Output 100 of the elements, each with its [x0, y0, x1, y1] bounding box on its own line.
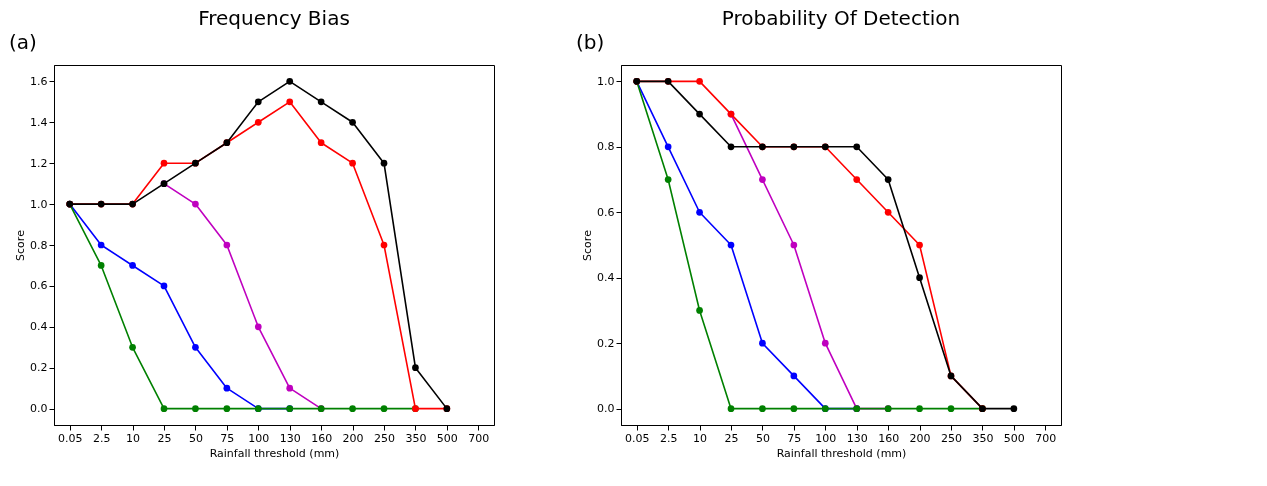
x-tick-label: 50: [188, 431, 203, 445]
x-tick-label: 700: [468, 431, 490, 445]
point: [160, 282, 168, 290]
point: [1010, 405, 1018, 412]
point: [696, 208, 703, 216]
point: [223, 384, 231, 392]
chart-title: Frequency Bias: [198, 6, 350, 30]
x-tick-label: 200: [342, 431, 364, 445]
text: (a): [9, 30, 37, 54]
point: [727, 143, 735, 151]
x-tick-label: 500: [436, 431, 458, 445]
point: [916, 274, 923, 282]
x-tick-label: 250: [374, 431, 395, 445]
y-tick-label: 0.6: [597, 205, 615, 219]
point: [947, 405, 955, 412]
y-tick-label: 0.8: [597, 140, 615, 154]
x-tick-label: 200: [909, 431, 931, 445]
point: [254, 118, 262, 126]
point: [286, 98, 294, 106]
point: [223, 405, 231, 412]
x-tick-label: 500: [1003, 431, 1025, 445]
y-tick-label: 1.0: [597, 74, 615, 88]
x-tick-label: 130: [846, 431, 868, 445]
point: [286, 384, 294, 392]
point: [349, 159, 356, 167]
point: [759, 339, 766, 347]
point: [192, 405, 199, 412]
x-tick-label: 25: [157, 431, 172, 445]
x-tick-label: 10: [693, 431, 708, 445]
point: [160, 159, 168, 167]
x-tick-label: 50: [755, 431, 770, 445]
point: [696, 307, 703, 314]
point: [160, 405, 168, 412]
point: [664, 143, 672, 151]
y-tick-label: 0.6: [30, 279, 48, 293]
point: [790, 241, 798, 249]
point: [884, 176, 892, 183]
x-tick-label: 2.5: [659, 431, 678, 445]
point: [727, 241, 735, 249]
point: [129, 343, 136, 351]
x-axis-title: Rainfall threshold (mm): [776, 446, 907, 460]
y-tick-label: 0.4: [30, 320, 48, 334]
point: [97, 241, 105, 249]
point: [254, 98, 262, 106]
y-tick-label: 0.2: [597, 336, 615, 350]
point: [759, 176, 766, 183]
y-tick-label: 1.6: [30, 74, 48, 88]
x-tick-label: 75: [787, 431, 802, 445]
x-tick-label: 250: [941, 431, 962, 445]
x-axis-title: Rainfall threshold (mm): [209, 446, 340, 460]
y-tick-label: 1.0: [30, 197, 48, 211]
y-tick-label: 0.0: [30, 402, 48, 416]
point: [696, 78, 703, 85]
y-tick-label: 1.2: [30, 156, 48, 170]
point: [412, 364, 419, 372]
point: [349, 118, 356, 126]
point: [696, 110, 703, 118]
point: [223, 241, 231, 249]
point: [286, 78, 294, 85]
y-tick-label: 0.4: [597, 271, 615, 285]
x-tick-label: 10: [126, 431, 141, 445]
point: [380, 159, 388, 167]
x-tick-label: 2.5: [92, 431, 111, 445]
x-tick-label: 160: [878, 431, 900, 445]
point: [317, 139, 325, 147]
y-tick-label: 0.2: [30, 361, 48, 375]
chart-title: Probability Of Detection: [721, 6, 961, 30]
x-tick-label: 130: [279, 431, 301, 445]
point: [380, 405, 388, 412]
text: (b): [576, 30, 605, 54]
y-tick-label: 0.0: [597, 402, 615, 416]
y-tick-label: 1.4: [30, 115, 48, 129]
y-tick-label: 0.8: [30, 238, 48, 252]
y-axis-title: Score: [581, 229, 595, 261]
point: [254, 323, 262, 331]
x-tick-label: 0.05: [624, 431, 650, 445]
point: [192, 200, 199, 208]
point: [790, 372, 798, 380]
point: [727, 405, 735, 412]
point: [821, 339, 829, 347]
x-tick-label: 100: [248, 431, 270, 445]
x-tick-label: 350: [405, 431, 427, 445]
x-tick-label: 75: [220, 431, 235, 445]
x-tick-label: 700: [1035, 431, 1057, 445]
point: [853, 176, 861, 183]
x-tick-label: 25: [724, 431, 739, 445]
x-tick-label: 100: [815, 431, 837, 445]
point: [759, 405, 766, 412]
point: [192, 343, 199, 351]
point: [916, 405, 923, 412]
point: [916, 241, 923, 249]
y-axis-title: Score: [14, 229, 28, 261]
point: [317, 98, 325, 106]
point: [380, 241, 388, 249]
x-tick-label: 350: [972, 431, 994, 445]
x-tick-label: 0.05: [57, 431, 83, 445]
point: [853, 143, 861, 151]
x-tick-label: 160: [311, 431, 333, 445]
point: [790, 405, 798, 412]
point: [349, 405, 356, 412]
